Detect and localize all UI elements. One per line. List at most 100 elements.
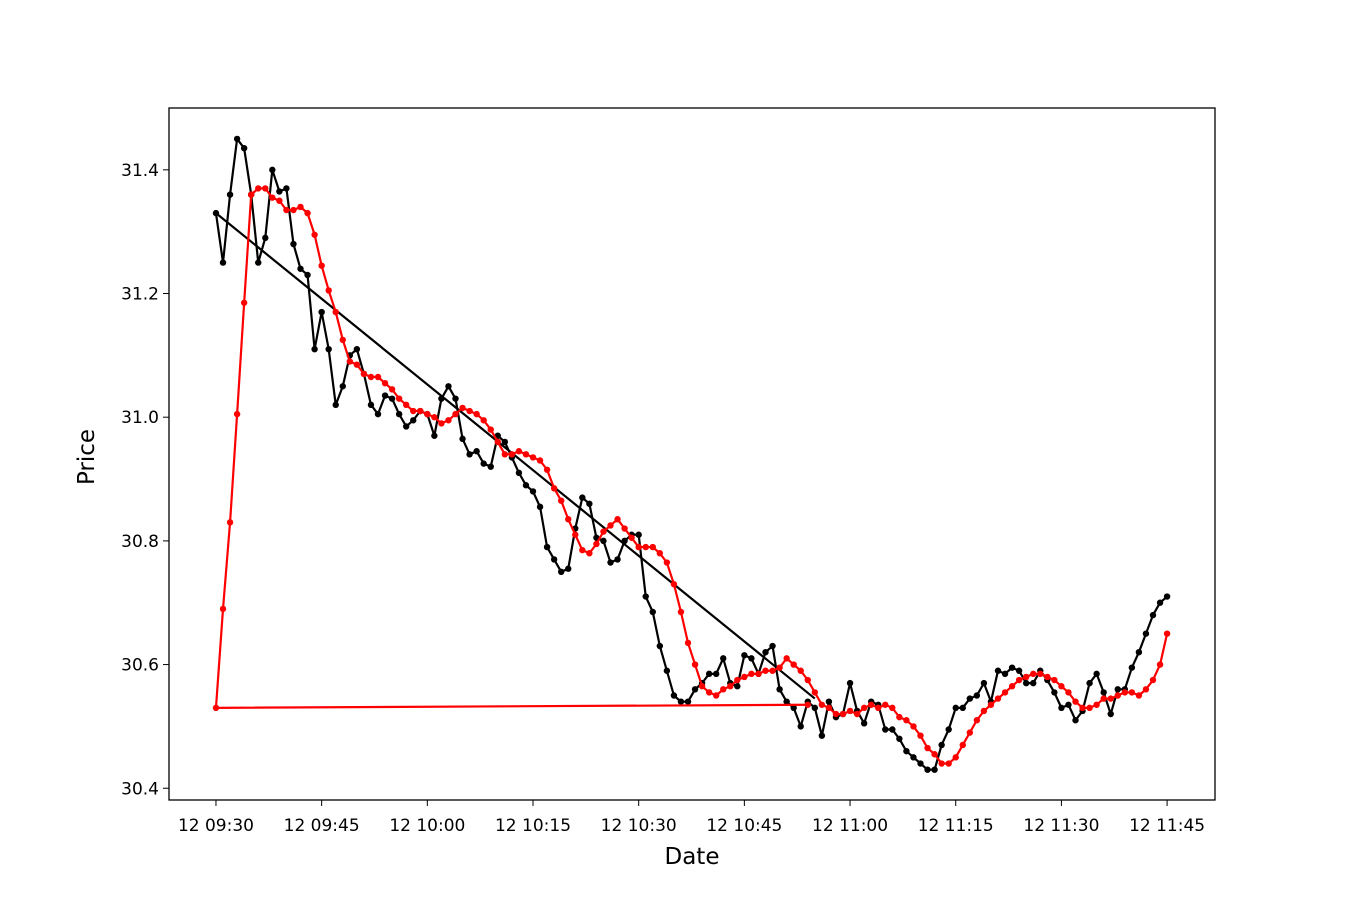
point xyxy=(586,500,593,507)
point xyxy=(565,516,572,523)
point xyxy=(917,760,924,767)
x-tick-label: 12 11:30 xyxy=(1023,816,1099,836)
point xyxy=(677,698,685,705)
point xyxy=(381,379,389,387)
point xyxy=(501,438,509,446)
point xyxy=(388,386,396,393)
x-tick-label: 12 10:00 xyxy=(389,816,465,836)
point xyxy=(1058,704,1065,712)
x-tick-label: 12 09:45 xyxy=(284,816,360,836)
point xyxy=(536,457,544,464)
point xyxy=(1001,689,1009,696)
point xyxy=(572,531,579,538)
point xyxy=(1022,673,1030,681)
point xyxy=(642,593,649,600)
point xyxy=(628,534,635,541)
point xyxy=(973,717,981,724)
point xyxy=(804,676,811,684)
point xyxy=(1001,670,1009,678)
point xyxy=(395,395,403,402)
point xyxy=(445,417,452,424)
point xyxy=(896,713,903,721)
point xyxy=(297,203,304,211)
point xyxy=(1163,630,1171,637)
x-tick-label: 12 10:30 xyxy=(601,816,677,836)
point xyxy=(846,707,854,715)
x-tick-label: 12 10:45 xyxy=(706,816,782,836)
point xyxy=(579,494,586,501)
point xyxy=(1107,710,1114,718)
point xyxy=(233,135,241,143)
point xyxy=(395,410,403,418)
point xyxy=(684,698,692,705)
point xyxy=(762,667,769,674)
y-tick-label: 30.6 xyxy=(121,656,159,676)
point xyxy=(825,704,833,712)
point xyxy=(438,420,445,427)
point xyxy=(1030,679,1037,687)
point xyxy=(959,704,966,712)
point xyxy=(431,414,438,421)
point xyxy=(522,482,530,489)
point xyxy=(219,605,227,613)
point xyxy=(966,729,974,736)
point xyxy=(367,373,375,381)
point xyxy=(1121,689,1129,696)
point xyxy=(473,410,480,418)
point xyxy=(529,488,537,495)
point xyxy=(501,451,509,458)
point xyxy=(1135,649,1143,656)
point xyxy=(712,692,720,699)
point xyxy=(360,370,368,378)
point xyxy=(550,556,558,563)
point xyxy=(212,704,220,712)
point xyxy=(607,522,614,529)
series-line xyxy=(214,137,1168,771)
point xyxy=(304,209,311,217)
point xyxy=(565,565,572,572)
point xyxy=(938,760,945,767)
point xyxy=(889,704,896,712)
point xyxy=(353,345,361,353)
point xyxy=(550,485,558,492)
point xyxy=(1037,670,1044,678)
point xyxy=(741,673,748,681)
point xyxy=(557,568,565,576)
point xyxy=(452,395,459,402)
point xyxy=(417,407,424,415)
point xyxy=(811,704,819,712)
point xyxy=(494,438,501,446)
point xyxy=(374,373,382,381)
point xyxy=(353,361,361,368)
point xyxy=(593,540,600,548)
point xyxy=(931,751,938,758)
point xyxy=(290,206,297,214)
point xyxy=(325,345,332,353)
point xyxy=(410,417,417,424)
point xyxy=(1051,689,1058,696)
point xyxy=(783,698,790,705)
point xyxy=(1058,683,1065,690)
point xyxy=(790,661,797,668)
point xyxy=(508,451,516,458)
point xyxy=(720,655,727,662)
point xyxy=(318,262,325,269)
y-tick-label: 31.2 xyxy=(121,285,159,305)
point xyxy=(402,401,410,409)
point xyxy=(1072,717,1079,724)
point xyxy=(459,404,466,412)
x-tick-label: 12 11:45 xyxy=(1129,816,1205,836)
point xyxy=(607,559,614,566)
point xyxy=(219,259,227,266)
y-tick-label: 31.0 xyxy=(121,408,159,428)
point xyxy=(762,649,769,656)
point xyxy=(1142,686,1150,693)
point xyxy=(698,683,706,690)
point xyxy=(860,720,868,727)
point xyxy=(311,231,318,238)
point xyxy=(557,497,565,504)
point xyxy=(797,667,804,674)
point xyxy=(536,503,544,511)
point xyxy=(1156,661,1164,668)
point xyxy=(720,686,727,693)
